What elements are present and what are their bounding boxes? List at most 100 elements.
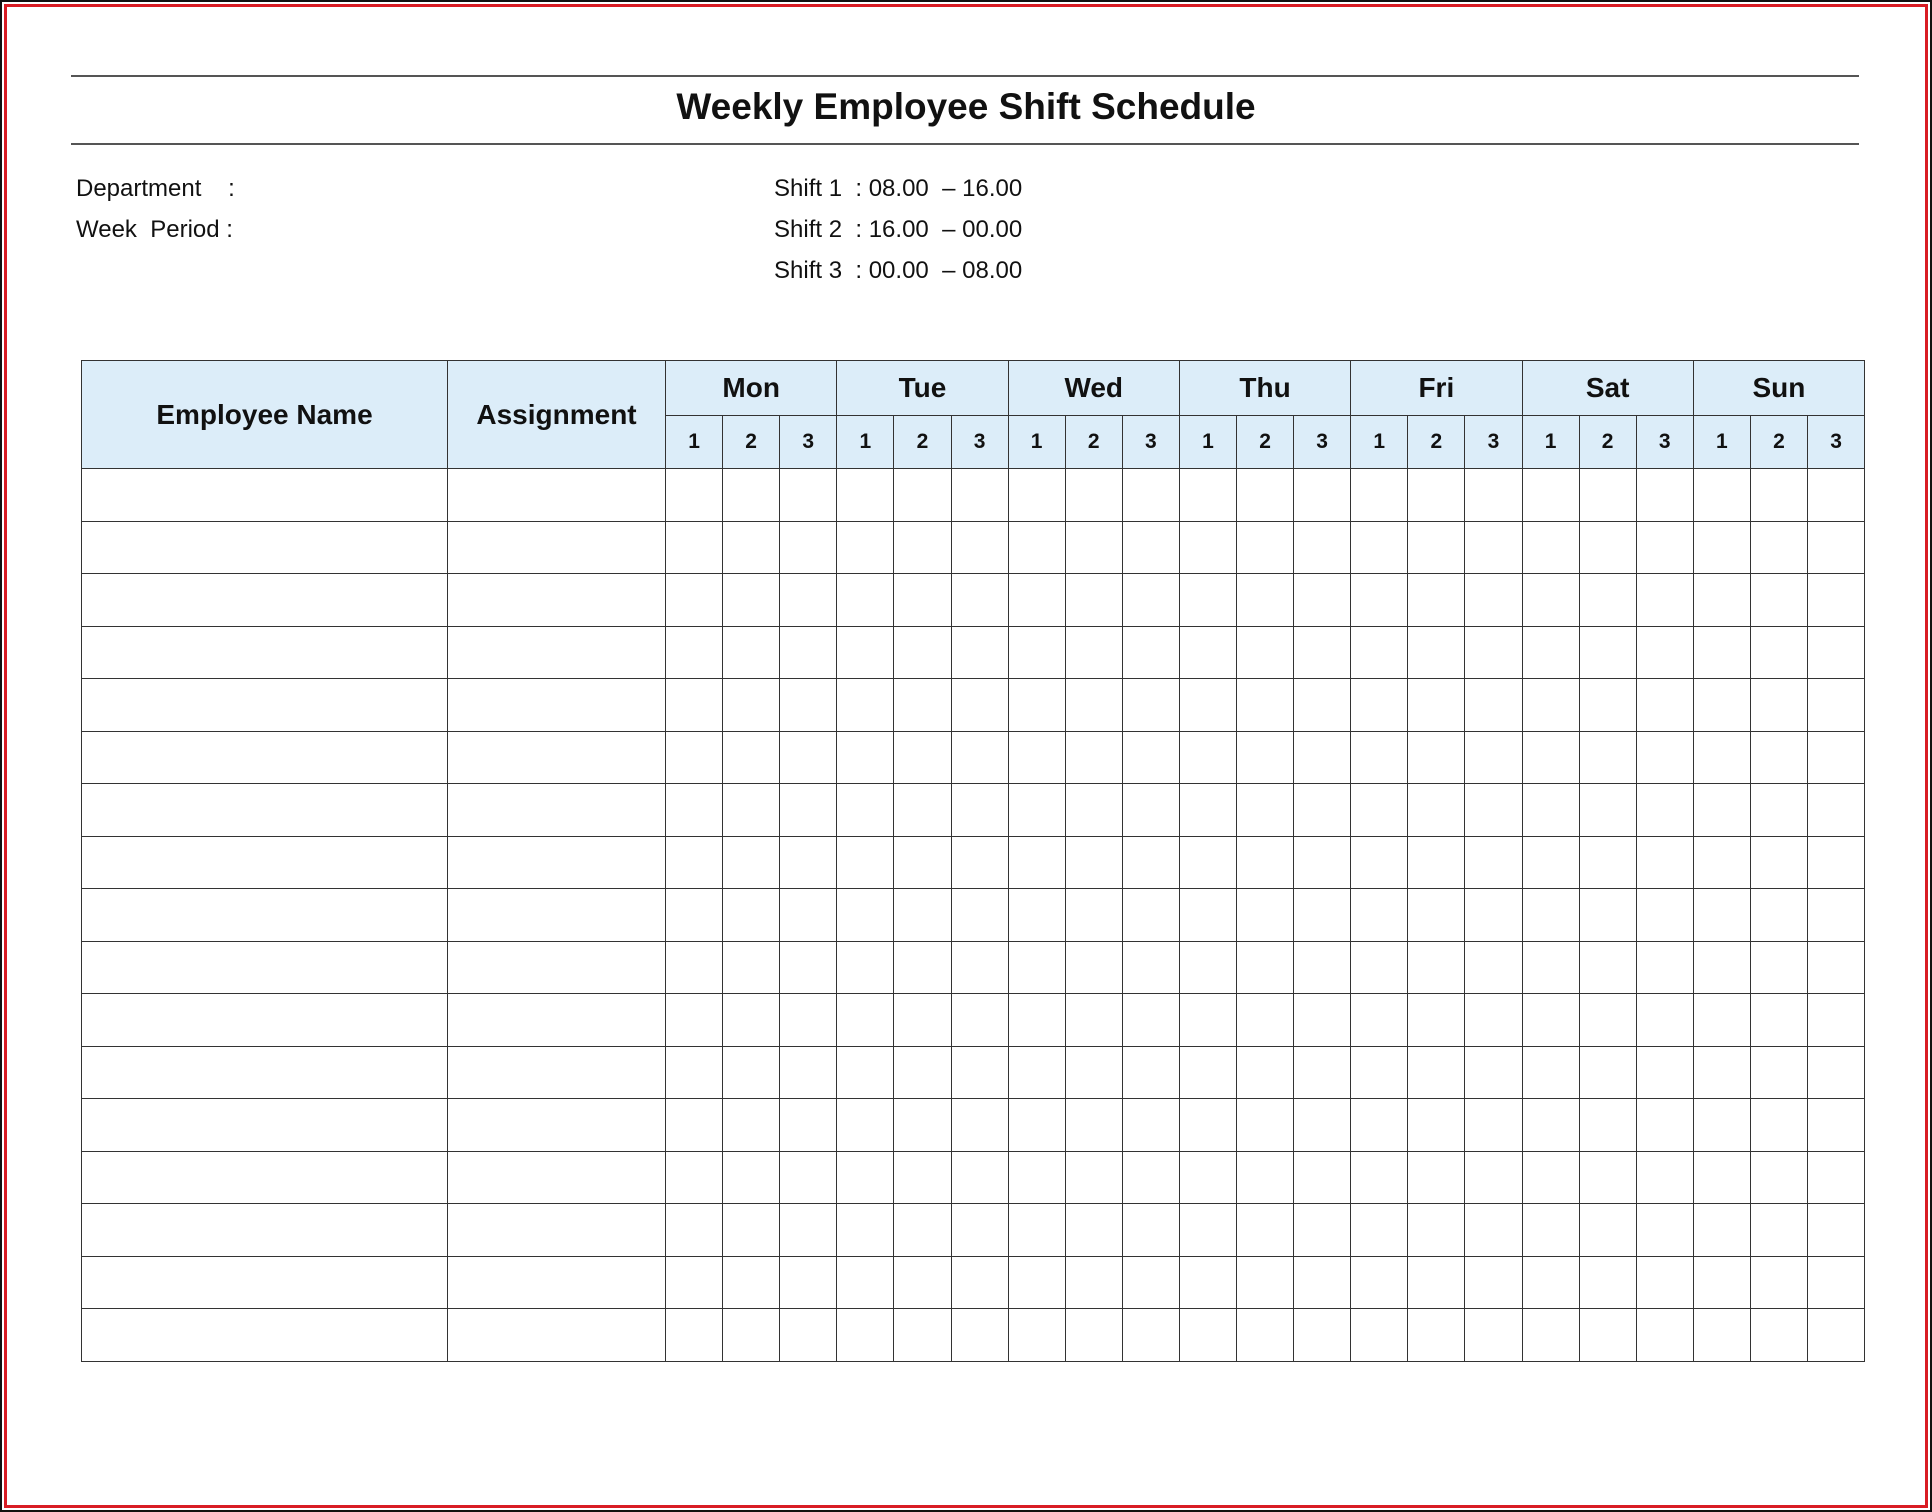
shift-cell-mon-2[interactable]	[722, 468, 781, 522]
shift-cell-sat-2[interactable]	[1578, 520, 1637, 574]
shift-cell-thu-1[interactable]	[1178, 1098, 1238, 1152]
shift-cell-sat-3[interactable]	[1635, 730, 1694, 784]
shift-cell-tue-3[interactable]	[950, 1203, 1009, 1257]
shift-cell-mon-2[interactable]	[722, 993, 781, 1047]
shift-cell-thu-1[interactable]	[1178, 573, 1238, 627]
shift-cell-sat-3[interactable]	[1635, 520, 1694, 574]
shift-cell-mon-1[interactable]	[664, 1308, 724, 1362]
shift-cell-fri-2[interactable]	[1407, 1203, 1466, 1257]
shift-cell-thu-3[interactable]	[1293, 625, 1352, 679]
employee-name-cell[interactable]	[81, 835, 448, 889]
shift-cell-mon-3[interactable]	[779, 1308, 838, 1362]
shift-cell-tue-2[interactable]	[893, 1150, 952, 1204]
shift-cell-mon-3[interactable]	[779, 1150, 838, 1204]
shift-cell-sun-2[interactable]	[1749, 678, 1808, 732]
shift-cell-wed-2[interactable]	[1064, 520, 1123, 574]
shift-cell-sun-3[interactable]	[1806, 993, 1866, 1047]
shift-cell-mon-2[interactable]	[722, 520, 781, 574]
shift-cell-tue-2[interactable]	[893, 783, 952, 837]
shift-cell-wed-1[interactable]	[1007, 835, 1066, 889]
shift-cell-sun-1[interactable]	[1692, 1045, 1751, 1099]
shift-cell-sat-1[interactable]	[1521, 993, 1580, 1047]
shift-cell-wed-1[interactable]	[1007, 888, 1066, 942]
shift-cell-sat-2[interactable]	[1578, 1045, 1637, 1099]
shift-cell-wed-3[interactable]	[1121, 1203, 1180, 1257]
shift-cell-sat-3[interactable]	[1635, 1098, 1694, 1152]
shift-cell-sat-1[interactable]	[1521, 1255, 1580, 1309]
shift-cell-wed-3[interactable]	[1121, 468, 1180, 522]
shift-cell-thu-3[interactable]	[1293, 888, 1352, 942]
shift-cell-thu-1[interactable]	[1178, 783, 1238, 837]
shift-cell-sat-1[interactable]	[1521, 1098, 1580, 1152]
shift-cell-tue-2[interactable]	[893, 520, 952, 574]
shift-cell-sat-1[interactable]	[1521, 520, 1580, 574]
shift-cell-tue-1[interactable]	[836, 1308, 895, 1362]
shift-cell-tue-3[interactable]	[950, 1308, 1009, 1362]
shift-cell-sun-3[interactable]	[1806, 625, 1866, 679]
shift-cell-sat-1[interactable]	[1521, 783, 1580, 837]
shift-cell-sun-3[interactable]	[1806, 1098, 1866, 1152]
shift-cell-tue-3[interactable]	[950, 625, 1009, 679]
shift-cell-thu-3[interactable]	[1293, 1098, 1352, 1152]
shift-cell-sat-1[interactable]	[1521, 888, 1580, 942]
shift-cell-wed-1[interactable]	[1007, 783, 1066, 837]
shift-cell-fri-1[interactable]	[1350, 1255, 1409, 1309]
shift-cell-sat-2[interactable]	[1578, 1098, 1637, 1152]
shift-cell-tue-3[interactable]	[950, 888, 1009, 942]
shift-cell-thu-3[interactable]	[1293, 1150, 1352, 1204]
shift-cell-fri-1[interactable]	[1350, 888, 1409, 942]
shift-cell-sat-1[interactable]	[1521, 1308, 1580, 1362]
shift-cell-tue-2[interactable]	[893, 730, 952, 784]
shift-cell-fri-2[interactable]	[1407, 520, 1466, 574]
shift-cell-mon-3[interactable]	[779, 1203, 838, 1257]
shift-cell-fri-3[interactable]	[1464, 993, 1523, 1047]
shift-cell-mon-3[interactable]	[779, 940, 838, 994]
shift-cell-wed-3[interactable]	[1121, 940, 1180, 994]
shift-cell-fri-3[interactable]	[1464, 1203, 1523, 1257]
shift-cell-sun-1[interactable]	[1692, 1150, 1751, 1204]
shift-cell-tue-1[interactable]	[836, 1045, 895, 1099]
shift-cell-sat-1[interactable]	[1521, 940, 1580, 994]
shift-cell-fri-2[interactable]	[1407, 730, 1466, 784]
shift-cell-mon-3[interactable]	[779, 678, 838, 732]
shift-cell-wed-3[interactable]	[1121, 888, 1180, 942]
shift-cell-thu-1[interactable]	[1178, 468, 1238, 522]
shift-cell-sun-3[interactable]	[1806, 1203, 1866, 1257]
shift-cell-wed-1[interactable]	[1007, 625, 1066, 679]
shift-cell-thu-1[interactable]	[1178, 1255, 1238, 1309]
shift-cell-fri-3[interactable]	[1464, 835, 1523, 889]
shift-cell-fri-2[interactable]	[1407, 1098, 1466, 1152]
shift-cell-tue-3[interactable]	[950, 520, 1009, 574]
shift-cell-wed-3[interactable]	[1121, 1098, 1180, 1152]
shift-cell-sat-2[interactable]	[1578, 625, 1637, 679]
shift-cell-tue-2[interactable]	[893, 1308, 952, 1362]
shift-cell-mon-2[interactable]	[722, 1203, 781, 1257]
shift-cell-sun-3[interactable]	[1806, 888, 1866, 942]
shift-cell-wed-1[interactable]	[1007, 520, 1066, 574]
shift-cell-mon-1[interactable]	[664, 730, 724, 784]
shift-cell-sat-1[interactable]	[1521, 678, 1580, 732]
shift-cell-thu-2[interactable]	[1235, 1045, 1295, 1099]
shift-cell-fri-2[interactable]	[1407, 468, 1466, 522]
shift-cell-fri-2[interactable]	[1407, 1150, 1466, 1204]
shift-cell-sat-1[interactable]	[1521, 573, 1580, 627]
shift-cell-sun-3[interactable]	[1806, 468, 1866, 522]
shift-cell-sat-2[interactable]	[1578, 573, 1637, 627]
shift-cell-mon-2[interactable]	[722, 888, 781, 942]
shift-cell-sat-1[interactable]	[1521, 1150, 1580, 1204]
shift-cell-fri-1[interactable]	[1350, 1150, 1409, 1204]
shift-cell-tue-3[interactable]	[950, 1045, 1009, 1099]
shift-cell-thu-1[interactable]	[1178, 888, 1238, 942]
assignment-cell[interactable]	[447, 730, 666, 784]
shift-cell-thu-3[interactable]	[1293, 730, 1352, 784]
shift-cell-sun-3[interactable]	[1806, 940, 1866, 994]
shift-cell-sun-1[interactable]	[1692, 730, 1751, 784]
shift-cell-wed-1[interactable]	[1007, 468, 1066, 522]
shift-cell-fri-1[interactable]	[1350, 1045, 1409, 1099]
shift-cell-sat-3[interactable]	[1635, 1150, 1694, 1204]
shift-cell-fri-3[interactable]	[1464, 1308, 1523, 1362]
shift-cell-fri-2[interactable]	[1407, 1308, 1466, 1362]
employee-name-cell[interactable]	[81, 888, 448, 942]
shift-cell-sun-3[interactable]	[1806, 835, 1866, 889]
shift-cell-wed-3[interactable]	[1121, 1150, 1180, 1204]
